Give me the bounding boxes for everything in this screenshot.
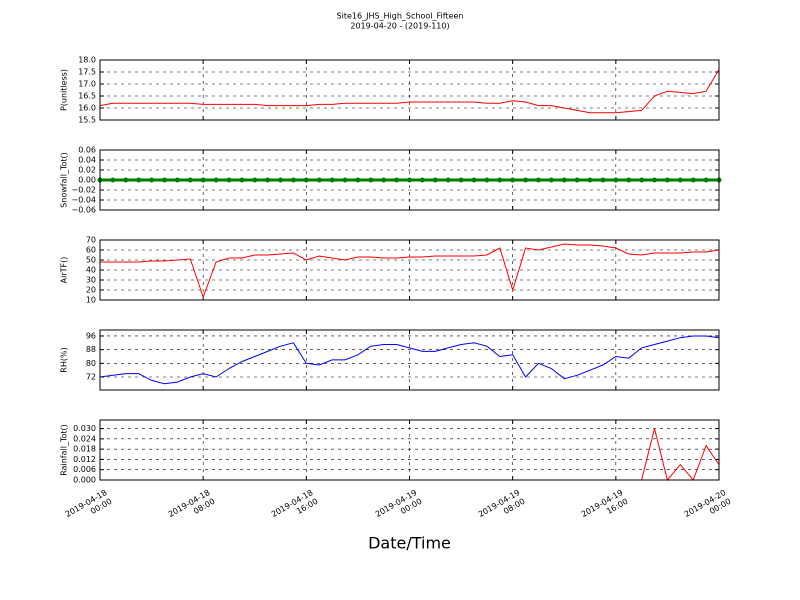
- data-point: [419, 177, 425, 183]
- plot-frame: [99, 149, 720, 211]
- data-point: [161, 177, 167, 183]
- y-tick-label: 10: [86, 296, 96, 305]
- data-point: [136, 177, 142, 183]
- data-point: [652, 177, 658, 183]
- data-point: [110, 177, 116, 183]
- y-axis-label: RH(%): [60, 347, 69, 372]
- data-point: [458, 177, 464, 183]
- data-point: [123, 177, 129, 183]
- data-point: [535, 177, 541, 183]
- y-tick-label: −0.02: [71, 186, 96, 195]
- data-point: [252, 177, 258, 183]
- data-point: [561, 177, 567, 183]
- y-tick-label: 70: [86, 236, 96, 245]
- y-axis-label: P(unitless): [60, 69, 69, 111]
- y-tick-label: 50: [86, 256, 96, 265]
- data-point: [587, 177, 593, 183]
- chart-subtitle: 2019-04-20 - (2019-110): [350, 22, 449, 31]
- data-point: [355, 177, 361, 183]
- y-tick-label: 0.04: [78, 156, 96, 165]
- plot-frame: [99, 239, 720, 301]
- data-point: [394, 177, 400, 183]
- y-axis-label: AirTF(): [60, 257, 69, 284]
- data-point: [639, 177, 645, 183]
- y-tick-label: −0.06: [71, 206, 96, 215]
- data-point: [445, 177, 451, 183]
- data-point: [497, 177, 503, 183]
- data-point: [226, 177, 232, 183]
- data-point: [303, 177, 309, 183]
- data-point: [613, 177, 619, 183]
- y-tick-label: 0.030: [73, 424, 96, 433]
- data-point: [174, 177, 180, 183]
- data-point: [703, 177, 709, 183]
- y-tick-label: 0.018: [73, 445, 96, 454]
- y-tick-label: 60: [86, 246, 96, 255]
- data-point: [548, 177, 554, 183]
- data-point: [265, 177, 271, 183]
- y-tick-label: 40: [86, 266, 96, 275]
- y-tick-label: 96: [86, 331, 96, 340]
- y-tick-label: 88: [86, 345, 96, 354]
- data-point: [677, 177, 683, 183]
- chart-title: Site16_JHS_High_School_Fifteen: [337, 12, 464, 21]
- y-tick-label: 0.000: [73, 476, 96, 485]
- data-point: [329, 177, 335, 183]
- y-tick-label: 0.00: [78, 176, 96, 185]
- data-point: [600, 177, 606, 183]
- x-axis-label: Date/Time: [368, 534, 451, 553]
- data-point: [290, 177, 296, 183]
- data-point: [149, 177, 155, 183]
- data-point: [381, 177, 387, 183]
- data-point: [278, 177, 284, 183]
- data-point: [316, 177, 322, 183]
- y-tick-label: 17.0: [78, 80, 96, 89]
- y-tick-label: 0.006: [73, 465, 96, 474]
- data-point: [484, 177, 490, 183]
- data-point: [471, 177, 477, 183]
- y-tick-label: 0.012: [73, 455, 96, 464]
- y-tick-label: 20: [86, 286, 96, 295]
- data-line: [99, 335, 720, 385]
- data-point: [432, 177, 438, 183]
- y-tick-label: 15.5: [78, 116, 96, 125]
- y-tick-label: 0.06: [78, 146, 96, 155]
- y-tick-label: 72: [86, 373, 96, 382]
- data-point: [690, 177, 696, 183]
- y-axis-label: Snowfall_Tot(): [60, 152, 69, 208]
- plot-frame: [99, 59, 720, 121]
- plot-frame: [99, 329, 720, 391]
- y-axis-label: Rainfall_Tot(): [60, 424, 69, 476]
- data-point: [213, 177, 219, 183]
- data-point: [626, 177, 632, 183]
- y-tick-label: 16.5: [78, 92, 96, 101]
- data-line: [100, 243, 720, 299]
- data-point: [200, 177, 206, 183]
- y-tick-label: −0.04: [71, 196, 96, 205]
- data-point: [187, 177, 193, 183]
- data-point: [523, 177, 529, 183]
- data-point: [407, 177, 412, 183]
- data-point: [574, 177, 580, 183]
- data-point: [342, 177, 348, 183]
- y-tick-label: 18.0: [78, 56, 96, 65]
- data-point: [239, 177, 245, 183]
- y-tick-label: 16.0: [78, 104, 96, 113]
- y-tick-label: 30: [86, 276, 96, 285]
- data-point: [368, 177, 374, 183]
- y-tick-label: 0.024: [73, 434, 96, 443]
- y-tick-label: 17.5: [78, 68, 96, 77]
- data-line: [99, 69, 720, 114]
- y-tick-label: 0.02: [78, 166, 96, 175]
- data-point: [664, 177, 670, 183]
- plot-frame: [99, 419, 720, 481]
- data-point: [510, 177, 516, 183]
- y-tick-label: 80: [86, 359, 96, 368]
